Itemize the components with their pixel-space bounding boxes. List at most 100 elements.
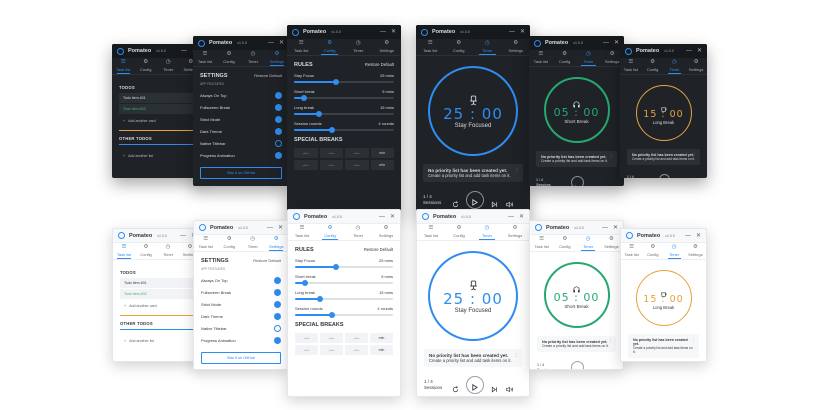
star-github-button[interactable]: Star it on GitHub [200, 167, 282, 179]
task-card[interactable]: Todo item #01 [120, 278, 194, 288]
volume-icon[interactable] [688, 177, 694, 179]
minimize-icon[interactable]: — [180, 48, 187, 54]
rule-slider[interactable] [295, 296, 393, 302]
task-card-done[interactable]: Todo item #02 [119, 104, 195, 114]
tab-settings[interactable]: ⚙ Settings [502, 39, 531, 55]
break-input[interactable]: --:-- [345, 148, 369, 158]
restore-default-button[interactable]: Restore Default [254, 73, 282, 78]
minimize-icon[interactable]: — [179, 232, 186, 239]
break-input[interactable]: --:-- [319, 148, 343, 158]
setting-toggle[interactable] [274, 312, 281, 320]
tab-timer[interactable]: ◷ Timer [157, 58, 180, 74]
tab-timer[interactable]: ◷ Timer [664, 58, 686, 74]
close-icon[interactable]: ✕ [696, 48, 702, 54]
slider-knob[interactable] [333, 264, 340, 270]
skip-icon[interactable] [490, 381, 499, 392]
tab-config[interactable]: ⚙ Config [642, 243, 663, 259]
add-list-button[interactable]: + Add another list [119, 150, 195, 162]
break-input[interactable]: min [370, 148, 394, 158]
slider-knob[interactable] [329, 312, 336, 318]
tab-config[interactable]: ⚙ Config [553, 235, 576, 251]
tab-settings[interactable]: ⚙ Settings [685, 58, 707, 74]
tab-timer[interactable]: ◷ Timer [577, 50, 601, 66]
volume-icon[interactable] [505, 196, 514, 207]
setting-toggle[interactable] [275, 127, 282, 135]
break-input[interactable]: --:-- [345, 333, 368, 343]
break-input[interactable]: --:-- [294, 148, 318, 158]
tab-timer[interactable]: ◷ Timer [664, 243, 685, 259]
close-icon[interactable]: ✕ [613, 40, 619, 46]
tab-timer[interactable]: ◷ Timer [344, 224, 372, 240]
tab-settings[interactable]: ⚙ Settings [372, 224, 400, 240]
tab-settings[interactable]: ⚙ Settings [180, 58, 203, 74]
slider-knob[interactable] [301, 280, 308, 286]
minimize-icon[interactable]: — [507, 213, 514, 220]
close-icon[interactable]: ✕ [390, 29, 396, 35]
break-input[interactable]: --:-- [295, 345, 318, 355]
add-card-button[interactable]: + Add another card [119, 115, 195, 127]
task-card[interactable]: Todo item #01 [119, 93, 195, 103]
minimize-icon[interactable]: — [266, 224, 273, 231]
tab-task-list[interactable]: ☰ Task list [416, 39, 445, 55]
minimize-icon[interactable]: — [378, 213, 385, 220]
close-icon[interactable]: ✕ [278, 40, 284, 46]
close-icon[interactable]: ✕ [518, 213, 524, 220]
add-list-button[interactable]: + Add another list [120, 335, 194, 347]
tab-task-list[interactable]: ☰ Task list [288, 224, 316, 240]
close-icon[interactable]: ✕ [519, 29, 525, 35]
tab-task-list[interactable]: ☰ Task list [417, 224, 445, 240]
break-input[interactable]: --:-- [319, 160, 343, 170]
tab-config[interactable]: ⚙ Config [135, 243, 157, 259]
break-input[interactable]: min [370, 333, 393, 343]
close-icon[interactable]: ✕ [695, 232, 701, 239]
setting-toggle[interactable] [274, 324, 281, 332]
tab-config[interactable]: ⚙ Config [642, 58, 664, 74]
play-button[interactable] [465, 376, 484, 394]
rule-slider[interactable] [294, 127, 394, 133]
slider-knob[interactable] [301, 95, 307, 101]
slider-knob[interactable] [316, 296, 323, 302]
break-input[interactable]: --:-- [345, 345, 368, 355]
rule-slider[interactable] [295, 312, 393, 318]
tab-timer[interactable]: ◷ Timer [577, 235, 600, 251]
tab-config[interactable]: ⚙ Config [445, 224, 473, 240]
setting-toggle[interactable] [274, 300, 281, 308]
more-vertical-icon[interactable]: ⋮ [609, 154, 613, 158]
tab-task-list[interactable]: ☰ Task list [193, 50, 217, 66]
tab-config[interactable]: ⚙ Config [553, 50, 577, 66]
rule-slider[interactable] [295, 264, 393, 270]
close-icon[interactable]: ✕ [612, 224, 618, 231]
play-button[interactable] [570, 361, 584, 369]
tab-settings[interactable]: ⚙ Settings [265, 50, 289, 66]
volume-icon[interactable] [505, 381, 514, 392]
close-icon[interactable]: ✕ [277, 224, 283, 231]
tab-settings[interactable]: ⚙ Settings [179, 243, 201, 259]
rule-slider[interactable] [294, 79, 394, 85]
break-input[interactable]: --:-- [320, 345, 343, 355]
tab-config[interactable]: ⚙ Config [217, 50, 241, 66]
break-input[interactable]: min [370, 160, 394, 170]
volume-icon[interactable] [603, 179, 610, 186]
minimize-icon[interactable]: — [601, 224, 608, 231]
tab-config[interactable]: ⚙ Config [316, 224, 344, 240]
skip-icon[interactable] [590, 179, 597, 186]
minimize-icon[interactable]: — [379, 29, 386, 35]
minimize-icon[interactable]: — [267, 40, 274, 46]
restore-default-button[interactable]: Restore Default [364, 62, 394, 67]
tab-task-list[interactable]: ☰ Task list [112, 58, 135, 74]
skip-icon[interactable] [676, 177, 682, 179]
tab-config[interactable]: ⚙ Config [316, 39, 345, 55]
skip-icon[interactable] [590, 364, 597, 369]
close-icon[interactable]: ✕ [389, 213, 395, 220]
slider-knob[interactable] [329, 127, 335, 133]
minimize-icon[interactable]: — [685, 48, 692, 54]
minimize-icon[interactable]: — [602, 40, 609, 46]
tab-task-list[interactable]: ☰ Task list [620, 58, 642, 74]
tab-timer[interactable]: ◷ Timer [473, 39, 502, 55]
tab-settings[interactable]: ⚙ Settings [600, 50, 624, 66]
play-button[interactable] [658, 174, 670, 178]
rule-slider[interactable] [294, 111, 394, 117]
setting-toggle[interactable] [274, 276, 281, 284]
break-input[interactable]: --:-- [294, 160, 318, 170]
break-input[interactable]: --:-- [345, 160, 369, 170]
